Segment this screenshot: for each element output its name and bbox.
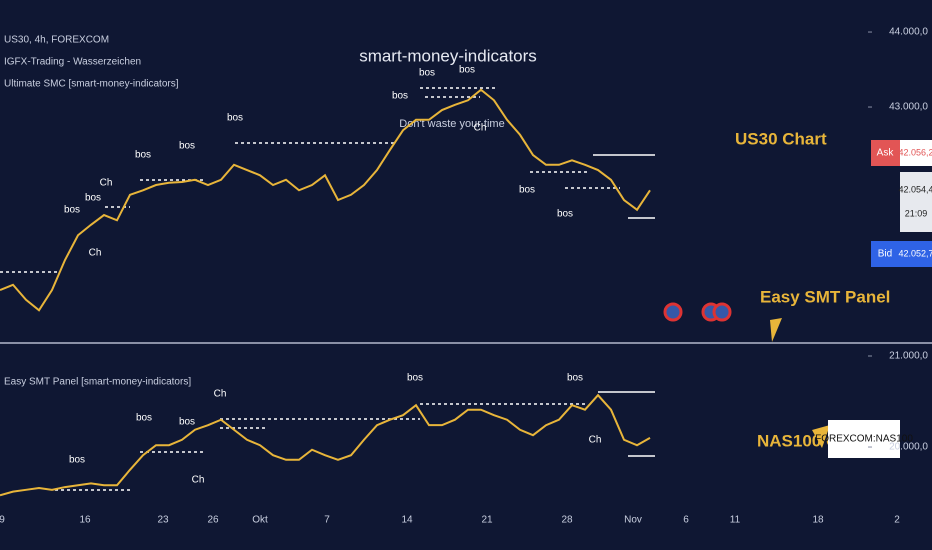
structure-label: bos: [135, 150, 151, 161]
x-tick-label: 28: [561, 515, 573, 526]
ask-value-box: [900, 140, 932, 166]
bid-price: 42.052,7: [898, 248, 932, 258]
structure-label: bos: [179, 141, 195, 152]
price-line: [0, 88, 651, 312]
bottom-symbol: FOREXCOM:NAS100: [815, 434, 913, 445]
bid-value-box: [900, 241, 932, 267]
structure-label: bos: [567, 373, 583, 384]
event-flag: [663, 302, 683, 322]
structure-label: bos: [407, 373, 423, 384]
x-tick-label: 9: [0, 515, 5, 526]
x-tick-label: Nov: [624, 515, 642, 526]
ask-label: Ask: [877, 148, 895, 159]
structure-label: bos: [519, 185, 535, 196]
x-tick-label: 14: [401, 515, 413, 526]
structure-label: Ch: [89, 248, 102, 259]
x-tick-label: 2: [894, 515, 900, 526]
arrow: [812, 425, 830, 448]
countdown: 21:09: [905, 208, 928, 218]
ask-box: [871, 140, 900, 166]
y-tick-label: 43.000,0: [889, 102, 928, 113]
structure-label: bos: [419, 68, 435, 79]
x-tick-label: 16: [79, 515, 91, 526]
structure-label: bos: [85, 193, 101, 204]
last-price: 42.054,4: [898, 184, 932, 194]
y-tick-label: 20.000,0: [889, 442, 928, 453]
events: [663, 302, 732, 322]
structure-label: bos: [227, 113, 243, 124]
x-tick-label: 7: [324, 515, 330, 526]
structure-label: bos: [64, 205, 80, 216]
x-tick-label: 21: [481, 515, 493, 526]
x-tick-label: 11: [730, 515, 741, 526]
structure: [0, 87, 655, 491]
x-tick-label: 23: [157, 515, 169, 526]
panel-label: Easy SMT Panel: [760, 287, 890, 306]
watermark: IGFX-Trading - Wasserzeichen: [4, 57, 141, 68]
x-tick-label: Okt: [252, 515, 268, 526]
structure-label: Ch: [100, 178, 113, 189]
ask-price: 42.056,2: [898, 147, 932, 157]
last-box: [900, 172, 932, 232]
symbol-box: [828, 420, 900, 458]
x-tick-label: 18: [812, 515, 824, 526]
structure-label: Ch: [474, 123, 487, 134]
indicator: Ultimate SMC [smart-money-indicators]: [4, 79, 179, 90]
arrow: [770, 318, 782, 342]
slogan: Don't waste your time: [399, 118, 504, 130]
structure-label: bos: [69, 455, 85, 466]
x-tick-label: 6: [683, 515, 689, 526]
structure-label: Ch: [214, 389, 227, 400]
structure-label: bos: [136, 413, 152, 424]
symbol: US30, 4h, FOREXCOM: [4, 35, 109, 46]
event-flag: [712, 302, 732, 322]
bid-box: [871, 241, 900, 267]
structure-label: Ch: [192, 475, 205, 486]
brand: smart-money-indicators: [359, 46, 537, 65]
structure-label: bos: [459, 65, 475, 76]
structure-label: Ch: [589, 435, 602, 446]
y-tick-label: 44.000,0: [889, 27, 928, 38]
structure-label: bos: [557, 209, 573, 220]
price-line: [0, 393, 651, 497]
bid-label: Bid: [878, 249, 892, 260]
x-tick-label: 26: [207, 515, 219, 526]
top-label: US30 Chart: [735, 129, 827, 148]
y-tick-label: 21.000,0: [889, 351, 928, 362]
structure-label: bos: [392, 91, 408, 102]
structure-label: bos: [179, 417, 195, 428]
panel-indicator: Easy SMT Panel [smart-money-indicators]: [4, 377, 191, 388]
